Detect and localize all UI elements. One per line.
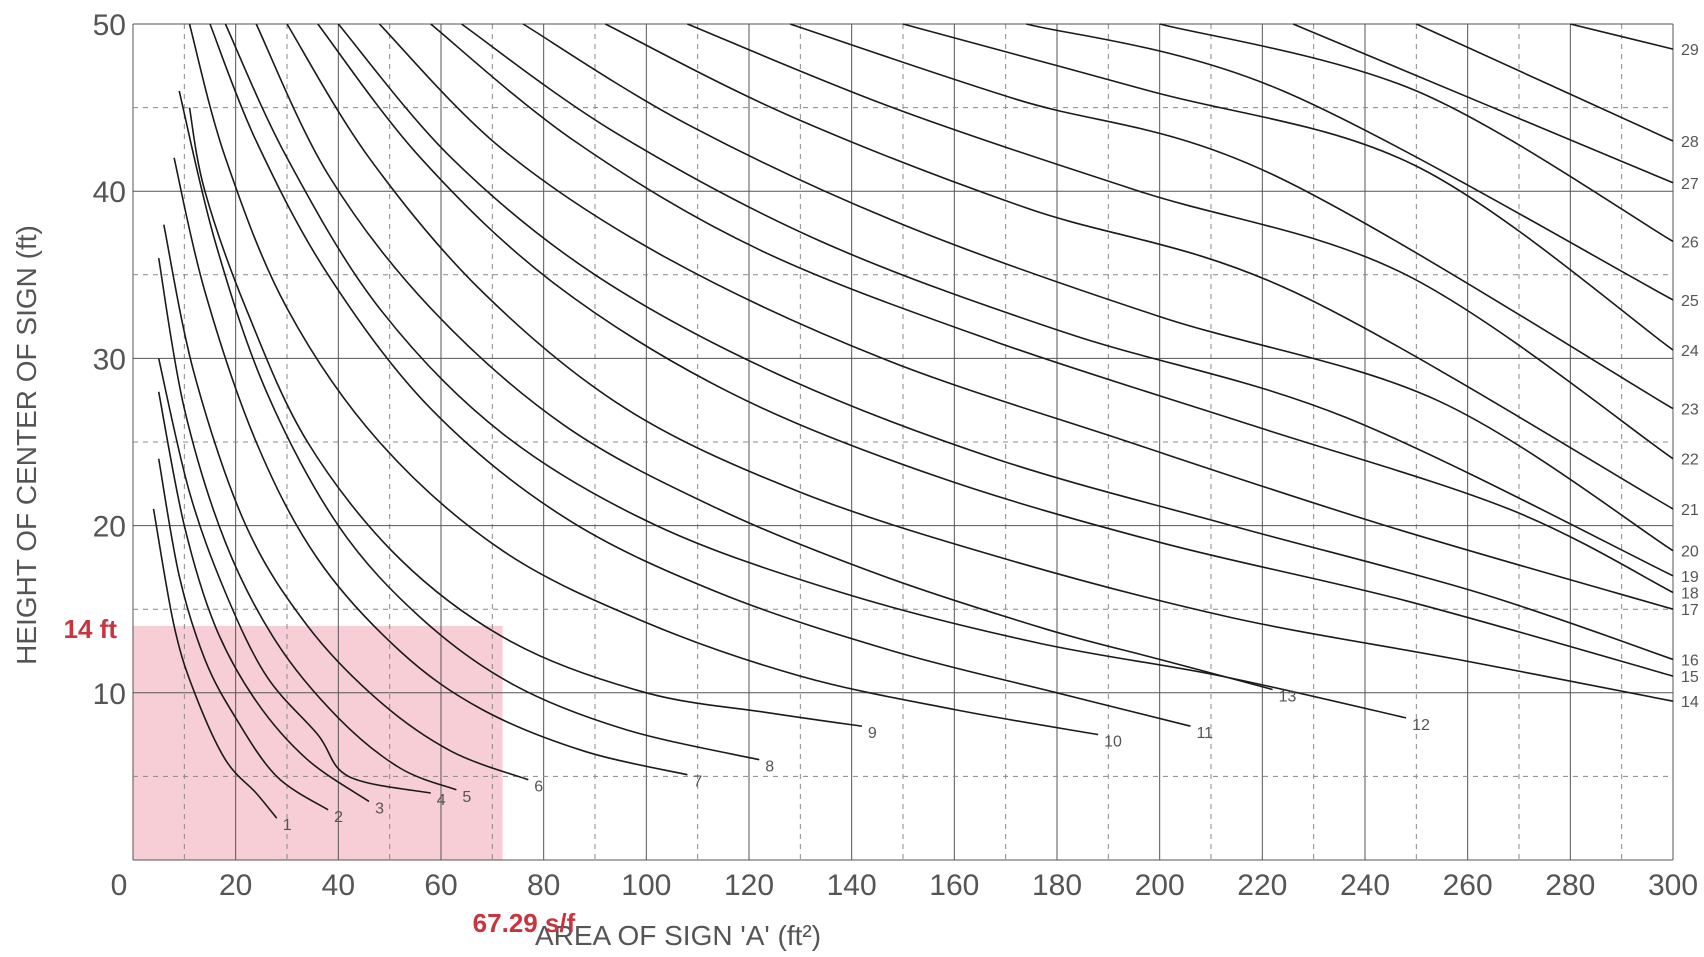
curve-1 xyxy=(152,508,278,819)
curve-5 xyxy=(157,257,457,791)
curve-3 xyxy=(157,391,370,803)
curve-label-19: 19 xyxy=(1681,569,1699,586)
curve-label-13: 13 xyxy=(1279,688,1297,705)
curve-17 xyxy=(378,23,1674,610)
y-axis-title: HEIGHT OF CENTER OF SIGN (ft) xyxy=(11,225,42,665)
curve-label-27: 27 xyxy=(1681,176,1699,193)
curve-11 xyxy=(209,23,1191,727)
curve-label-5: 5 xyxy=(462,789,471,806)
x-tick-label-160: 160 xyxy=(929,869,979,902)
highlight-region xyxy=(133,625,503,860)
curve-4 xyxy=(157,358,431,794)
x-tick-label-300: 300 xyxy=(1648,869,1698,902)
curve-9 xyxy=(188,107,863,727)
curve-label-20: 20 xyxy=(1681,544,1699,561)
curve-2 xyxy=(157,458,329,811)
curve-22 xyxy=(687,23,1674,460)
x-tick-label-240: 240 xyxy=(1340,869,1390,902)
x-tick-label-140: 140 xyxy=(827,869,877,902)
curve-label-4: 4 xyxy=(437,792,446,809)
curve-label-23: 23 xyxy=(1681,402,1699,419)
tick-labels: 0 20 40 60 80 100 120 140 160 180 200 220 240 260 280 3… xyxy=(93,9,1698,902)
curves xyxy=(152,23,1674,819)
x-tick-label-60: 60 xyxy=(424,869,457,902)
curve-label-29: 29 xyxy=(1681,42,1699,59)
curve-21 xyxy=(604,23,1674,510)
curve-20 xyxy=(522,23,1674,552)
x-tick-label-220: 220 xyxy=(1237,869,1287,902)
curve-label-6: 6 xyxy=(534,779,543,796)
curve-7 xyxy=(173,157,688,776)
curve-19 xyxy=(461,23,1674,577)
curve-28 xyxy=(1415,23,1674,142)
curve-label-26: 26 xyxy=(1681,234,1699,251)
curve-16 xyxy=(337,23,1674,661)
curve-12 xyxy=(224,23,1407,719)
curve-label-24: 24 xyxy=(1681,343,1699,360)
curve-label-8: 8 xyxy=(765,759,774,776)
x-tick-label-280: 280 xyxy=(1545,869,1595,902)
x-tick-label-20: 20 xyxy=(219,869,252,902)
curve-13 xyxy=(255,23,1273,691)
x-tick-label-80: 80 xyxy=(527,869,560,902)
curve-label-22: 22 xyxy=(1681,452,1699,469)
curve-label-16: 16 xyxy=(1681,652,1699,669)
curve-10 xyxy=(188,23,1099,736)
curve-label-2: 2 xyxy=(334,809,343,826)
curve-label-12: 12 xyxy=(1412,717,1430,734)
x-tick-label-100: 100 xyxy=(621,869,671,902)
curve-label-9: 9 xyxy=(868,725,877,742)
curve-label-28: 28 xyxy=(1681,134,1699,151)
curve-18 xyxy=(430,23,1674,594)
grid xyxy=(132,23,1674,861)
x-tick-label-180: 180 xyxy=(1032,869,1082,902)
y-tick-label-10: 10 xyxy=(93,678,126,711)
highlight-area-label: 67.29 s/f xyxy=(473,908,576,938)
curve-27 xyxy=(1292,23,1674,184)
curve-29 xyxy=(1570,23,1674,50)
y-tick-label-20: 20 xyxy=(93,511,126,544)
curve-26 xyxy=(1159,23,1674,243)
y-tick-label-40: 40 xyxy=(93,176,126,209)
y-tick-label-50: 50 xyxy=(93,9,126,42)
curve-23 xyxy=(789,23,1674,410)
curve-6 xyxy=(163,224,529,781)
curve-label-1: 1 xyxy=(283,817,292,834)
curve-label-21: 21 xyxy=(1681,502,1699,519)
highlight-height-label: 14 ft xyxy=(64,614,118,644)
curve-label-17: 17 xyxy=(1681,602,1699,619)
curve-label-11: 11 xyxy=(1196,725,1213,742)
curve-label-15: 15 xyxy=(1681,669,1699,686)
curve-label-18: 18 xyxy=(1681,585,1699,602)
curve-8 xyxy=(178,90,760,761)
curve-label-10: 10 xyxy=(1104,734,1122,751)
curve-15 xyxy=(317,23,1674,677)
x-tick-label-0: 0 xyxy=(111,869,128,902)
curve-label-3: 3 xyxy=(375,800,384,817)
x-tick-label-260: 260 xyxy=(1443,869,1493,902)
x-axis-title: AREA OF SIGN 'A' (ft²) xyxy=(535,920,821,951)
curve-25 xyxy=(1025,23,1674,301)
x-tick-label-40: 40 xyxy=(322,869,355,902)
y-tick-label-30: 30 xyxy=(93,343,126,376)
curve-24 xyxy=(902,23,1674,351)
curve-14 xyxy=(286,23,1674,702)
curve-label-25: 25 xyxy=(1681,293,1699,310)
x-tick-label-200: 200 xyxy=(1135,869,1185,902)
curve-label-7: 7 xyxy=(693,774,702,791)
curve-label-14: 14 xyxy=(1681,694,1699,711)
x-tick-label-120: 120 xyxy=(724,869,774,902)
